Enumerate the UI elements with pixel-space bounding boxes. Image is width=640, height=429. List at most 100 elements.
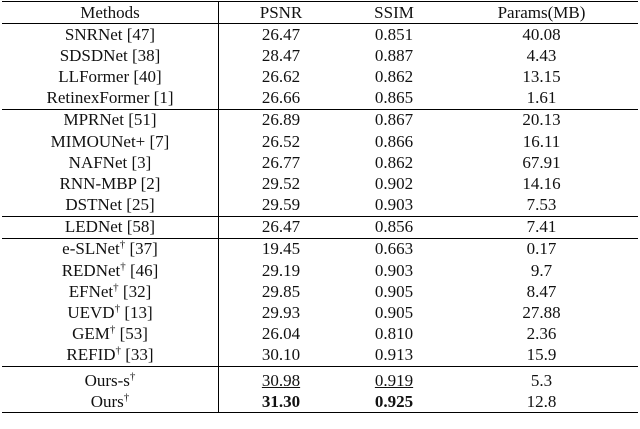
value-cell: 26.62 [261, 66, 301, 86]
value-cell: 0.887 [374, 45, 414, 65]
value-cell: 29.19 [261, 260, 301, 280]
value-cell: 0.867 [374, 110, 414, 130]
value-cell: 0.913 [374, 345, 414, 365]
header-row: Methods PSNR SSIM Params(MB) [2, 1, 638, 24]
value-cell: 26.52 [261, 131, 301, 151]
value-cell: 30.10 [261, 345, 301, 365]
method-cell: REFID† [33] [2, 344, 219, 367]
header-cell: SSIM [374, 2, 414, 22]
table-row: RetinexFormer [1] 26.66 0.865 1.61 [2, 87, 638, 110]
table-row: e-SLNet† [37] 19.45 0.663 0.17 [2, 238, 638, 261]
value-cell: 4.43 [526, 45, 557, 65]
method-cell: SDSDNet [38] [2, 45, 219, 67]
value-cell: 0.851 [374, 24, 414, 44]
method-cell: LEDNet [58] [2, 216, 219, 239]
row-group: MPRNet [51] 26.89 0.867 20.13 MIMOUNet+ [7] 2… [2, 109, 638, 217]
value-cell: 26.77 [261, 152, 301, 172]
value-cell: 0.903 [374, 260, 414, 280]
table-row: NAFNet [3] 26.77 0.862 67.91 [2, 152, 638, 174]
table-row: Ours† 31.30 0.925 12.8 [2, 391, 638, 413]
value-cell: 0.866 [374, 131, 414, 151]
table-row: MIMOUNet+ [7] 26.52 0.866 16.11 [2, 130, 638, 153]
value-cell: 0.865 [374, 88, 414, 108]
method-cell: UEVD† [13] [2, 302, 219, 324]
value-cell: 29.85 [261, 281, 301, 301]
value-cell: 29.52 [261, 173, 301, 193]
value-cell: 0.905 [374, 281, 414, 301]
method-cell: EFNet† [32] [2, 281, 219, 303]
value-cell: 26.66 [261, 88, 301, 108]
value-cell: 31.30 [261, 391, 301, 411]
method-cell: GEM† [53] [2, 323, 219, 345]
value-cell: 12.8 [526, 391, 557, 411]
header-cell: Params(MB) [497, 2, 586, 22]
method-cell: REDNet† [46] [2, 260, 219, 282]
value-cell: 40.08 [522, 24, 561, 44]
value-cell: 30.98 [261, 370, 301, 390]
value-cell: 0.862 [374, 152, 414, 172]
row-group: Ours-s† 30.98 0.919 5.3 Ours† 31.30 0.925 12.8 [2, 366, 638, 413]
value-cell: 26.04 [261, 324, 301, 344]
table-row: MPRNet [51] 26.89 0.867 20.13 [2, 109, 638, 131]
value-cell: 9.7 [530, 260, 553, 280]
value-cell: 0.663 [374, 239, 414, 259]
results-table: Methods PSNR SSIM Params(MB) SNRNet [47] 26.… [2, 1, 638, 414]
value-cell: 19.45 [261, 239, 301, 259]
value-cell: 0.862 [374, 66, 414, 86]
value-cell: 5.3 [530, 370, 553, 390]
table-row: SNRNet [47] 26.47 0.851 40.08 [2, 23, 638, 46]
value-cell: 26.47 [261, 217, 301, 237]
value-cell: 16.11 [522, 131, 561, 151]
table-row: SDSDNet [38] 28.47 0.887 4.43 [2, 45, 638, 67]
value-cell: 0.925 [374, 391, 414, 411]
value-cell: 0.919 [374, 370, 414, 390]
method-cell: NAFNet [3] [2, 152, 219, 174]
table-row: Ours-s† 30.98 0.919 5.3 [2, 366, 638, 392]
row-group: LEDNet [58] 26.47 0.856 7.41 [2, 216, 638, 239]
value-cell: 0.856 [374, 217, 414, 237]
value-cell: 8.47 [526, 281, 557, 301]
table-row: LLFormer [40] 26.62 0.862 13.15 [2, 66, 638, 88]
value-cell: 26.89 [261, 110, 301, 130]
table-row: DSTNet [25] 29.59 0.903 7.53 [2, 194, 638, 217]
method-cell: Ours† [2, 391, 219, 413]
value-cell: 0.905 [374, 303, 414, 323]
row-group: SNRNet [47] 26.47 0.851 40.08 SDSDNet [38] 28… [2, 23, 638, 110]
method-cell: e-SLNet† [37] [2, 238, 219, 261]
value-cell: 2.36 [526, 324, 557, 344]
value-cell: 27.88 [522, 303, 561, 323]
method-cell: Ours-s† [2, 366, 219, 392]
value-cell: 0.903 [374, 195, 414, 215]
table-row: LEDNet [58] 26.47 0.856 7.41 [2, 216, 638, 239]
value-cell: 29.93 [261, 303, 301, 323]
method-cell: DSTNet [25] [2, 194, 219, 217]
method-cell: MPRNet [51] [2, 109, 219, 131]
table-row: EFNet† [32] 29.85 0.905 8.47 [2, 281, 638, 303]
value-cell: 29.59 [261, 195, 301, 215]
value-cell: 0.810 [374, 324, 414, 344]
value-cell: 67.91 [522, 152, 561, 172]
header-cell: Methods [2, 1, 219, 24]
value-cell: 1.61 [526, 88, 557, 108]
value-cell: 20.13 [522, 110, 561, 130]
table-row: UEVD† [13] 29.93 0.905 27.88 [2, 302, 638, 324]
table-row: RNN-MBP [2] 29.52 0.902 14.16 [2, 173, 638, 195]
value-cell: 14.16 [522, 173, 561, 193]
method-cell: MIMOUNet+ [7] [2, 130, 219, 153]
value-cell: 7.53 [526, 195, 557, 215]
method-cell: LLFormer [40] [2, 66, 219, 88]
value-cell: 0.17 [526, 239, 557, 259]
value-cell: 0.902 [374, 173, 414, 193]
header-cell: PSNR [259, 2, 303, 22]
value-cell: 13.15 [522, 66, 561, 86]
table-row: GEM† [53] 26.04 0.810 2.36 [2, 323, 638, 345]
method-cell: RetinexFormer [1] [2, 87, 219, 110]
method-cell: SNRNet [47] [2, 23, 219, 46]
value-cell: 15.9 [526, 345, 557, 365]
row-group: e-SLNet† [37] 19.45 0.663 0.17 REDNet† [46] 2… [2, 238, 638, 367]
value-cell: 26.47 [261, 24, 301, 44]
table-row: REFID† [33] 30.10 0.913 15.9 [2, 344, 638, 367]
value-cell: 7.41 [526, 217, 557, 237]
table-row: REDNet† [46] 29.19 0.903 9.7 [2, 260, 638, 282]
